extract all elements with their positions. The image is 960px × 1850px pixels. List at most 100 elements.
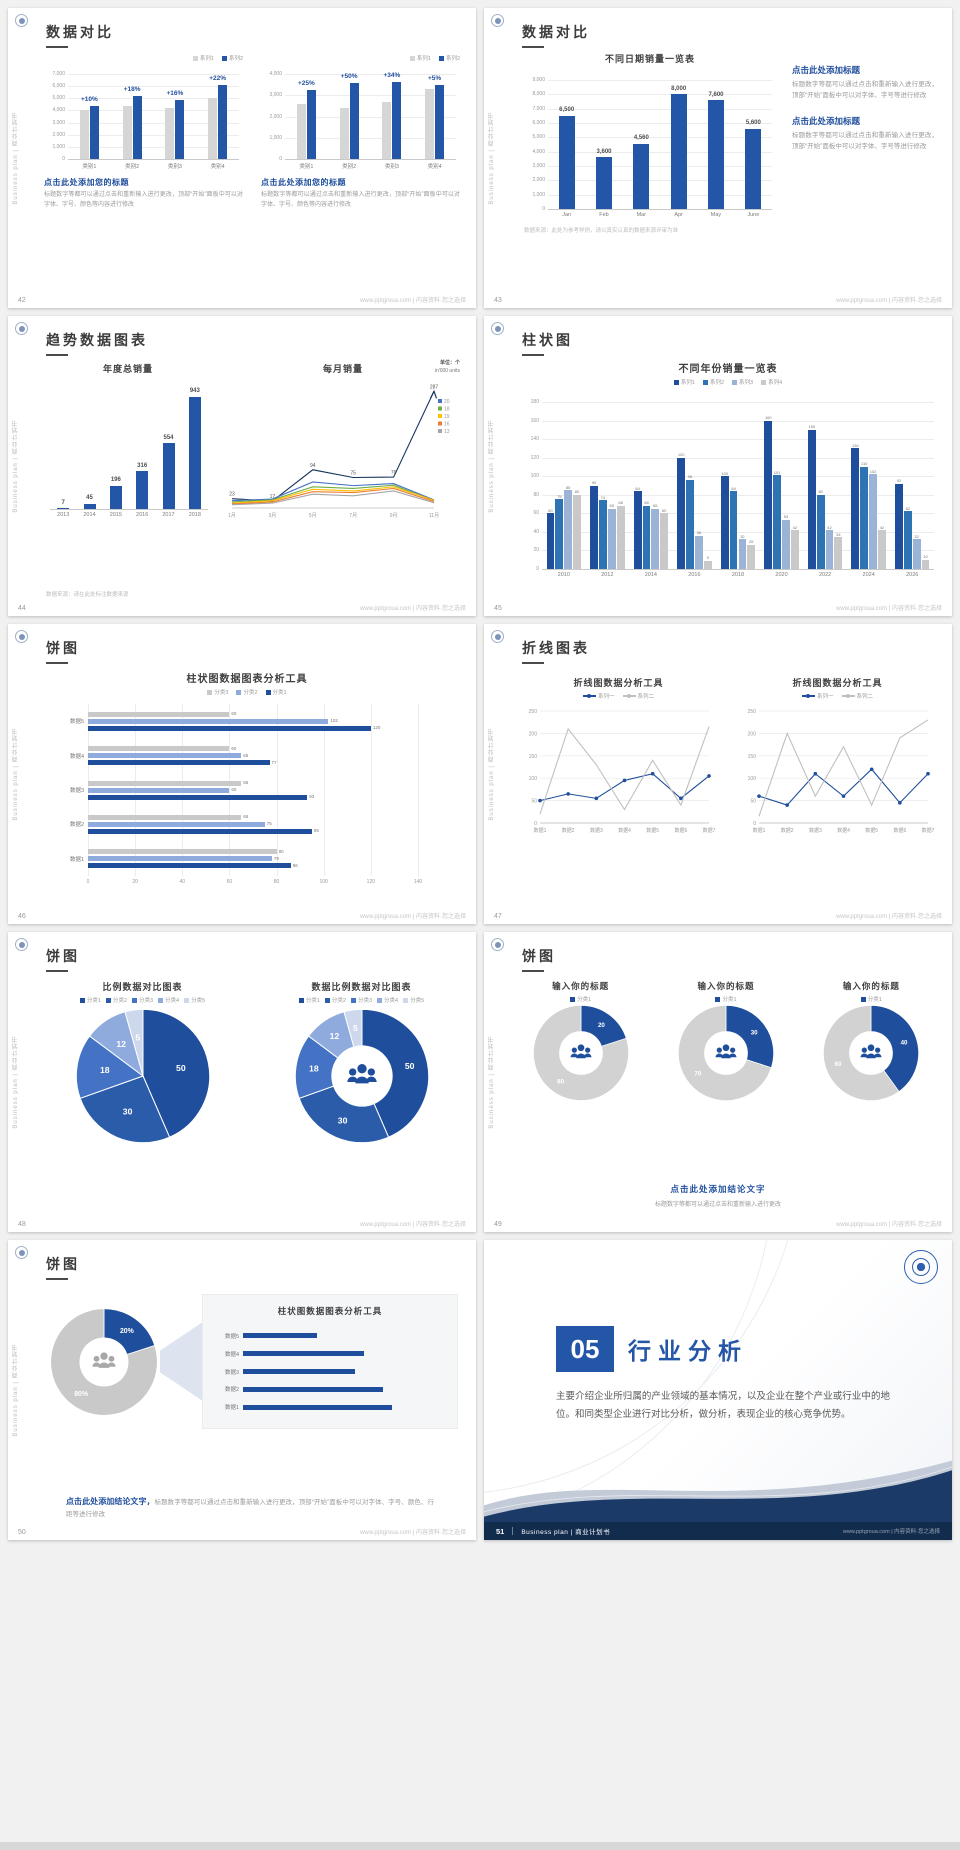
slide-51[interactable]: 05 行业分析 主要介绍企业所归属的产业领域的基本情况，以及企业在整个产业或行业… [484,1240,952,1540]
svg-text:18: 18 [309,1064,319,1074]
grouped-bar-chart: 4,000 3,000 2,000 1,000 0 +25% 类别1 +50% 类别2 +34% 类… [261,62,460,170]
company-logo-icon [491,322,504,335]
donut-chart-panel: 数据比例数据对比图表 分类1 分类2 分类3 分类4 分类5 50 30 18 12 5 [263,980,460,1146]
vertical-banner-text: Business plan | 商业计划书 [489,1035,495,1129]
footer-site-text: www.pptgroua.com | 内容资料·您之选择 [842,1529,940,1535]
chart-legend: 分类1 分类2 分类3 分类4 分类5 [263,996,460,1004]
slide-title: 饼图 [46,638,80,664]
chart-title: 每月销量 [322,364,363,374]
chart-legend: 系列1 系列2 [261,54,460,62]
slide-49[interactable]: Business plan | 商业计划书 饼图 输入你的标题 分类1 20 80… [484,932,952,1232]
page-number: 46 [18,913,26,920]
svg-text:40: 40 [901,1039,908,1046]
svg-text:18: 18 [99,1065,109,1075]
text-block: 点击此处添加标题 标题数字等都可以通过点击和重新输入进行更改，顶部“开始”面板中… [792,64,938,101]
svg-text:20: 20 [444,399,450,405]
page-number: 49 [494,1221,502,1228]
svg-text:数据6: 数据6 [893,827,906,834]
svg-text:30: 30 [122,1106,132,1116]
bar-chart: 7 2013 45 2014 196 2015 316 2016 554 2017 943 2018 [44,378,212,520]
svg-text:数据5: 数据5 [646,827,659,834]
vertical-banner-text: Business plan | 商业计划书 [489,111,495,205]
svg-text:75: 75 [350,471,356,477]
footer-site-text: www.pptgroua.com | 内容资料·您之选择 [360,606,466,612]
section-title: 行业分析 [628,1338,748,1364]
svg-text:19: 19 [444,414,450,420]
chart-title: 折线图数据分析工具 [573,678,664,688]
donut-chart: 30 70 [657,1003,794,1103]
slide-43[interactable]: Business plan | 商业计划书 数据对比 不同日期销量一览表 9,0… [484,8,952,308]
next-row-slide-edge [0,1842,960,1850]
chart-title: 不同日期销量一览表 [604,54,695,64]
conclusion-heading: 点击此处添加结论文字， [66,1497,155,1507]
svg-text:23: 23 [229,492,235,498]
panel-heading: 点击此处添加您的标题 [44,178,129,187]
company-logo-icon [491,938,504,951]
svg-text:250: 250 [748,709,757,715]
svg-text:11月: 11月 [429,513,439,519]
company-logo-icon [15,1246,28,1259]
footer-brand-text: Business plan | 商业计划书 [521,1529,611,1536]
block-heading: 点击此处添加标题 [792,116,861,127]
svg-text:20%: 20% [120,1327,134,1334]
chart-title: 输入你的标题 [552,981,610,991]
conclusion-block: 点击此处添加结论文字 标题数字等都可以通过点击和重新输入进行更改 [484,1183,952,1208]
slide-footer-bar: 51 Business plan | 商业计划书 www.pptgroua.co… [484,1522,952,1540]
horizontal-bar-chart: 数据5 数据4 数据3 数据2 数据1 [217,1323,443,1418]
vertical-banner-text: Business plan | 商业计划书 [489,727,495,821]
slide-title: 饼图 [522,946,556,972]
svg-text:150: 150 [748,754,757,760]
slide-50[interactable]: Business plan | 商业计划书 饼图 20% 80% 柱状图数据图表分… [8,1240,476,1540]
svg-text:数据7: 数据7 [922,827,935,834]
svg-text:50: 50 [750,799,756,805]
vertical-banner-text: Business plan | 商业计划书 [13,1343,19,1437]
footer-site-text: www.pptgroua.com | 内容资料·您之选择 [360,914,466,920]
chart-legend: 系列1 系列2 系列3 系列4 [518,378,938,386]
donut-chart: 20 80 [512,1003,649,1103]
panel-title: 柱状图数据图表分析工具 [277,1306,383,1316]
bar-list-panel: 柱状图数据图表分析工具 数据5 数据4 数据3 数据2 数据1 [202,1294,458,1429]
slide-45[interactable]: Business plan | 商业计划书 柱状图 不同年份销量一览表 系列1 系… [484,316,952,616]
svg-text:数据4: 数据4 [837,827,850,834]
svg-text:76: 76 [391,470,397,476]
vertical-banner-text: Business plan | 商业计划书 [13,419,19,513]
svg-text:0: 0 [753,821,756,827]
vertical-banner-text: Business plan | 商业计划书 [13,727,19,821]
vertical-banner-text: Business plan | 商业计划书 [13,111,19,205]
chart-title: 输入你的标题 [697,981,755,991]
svg-text:数据6: 数据6 [674,827,687,834]
line-chart: 1月 3月 5月 7月 9月 11月 23 17 94 75 76 287 20 18 19 16 13 [224,378,462,520]
slide-title: 饼图 [46,946,80,972]
slide-48[interactable]: Business plan | 商业计划书 饼图 比例数据对比图表 分类1 分类2… [8,932,476,1232]
chart-title: 折线图数据分析工具 [792,678,883,688]
chart-title: 数据比例数据对比图表 [311,982,412,992]
data-source-note: 数据来源：请在此处标注数据来源 [46,592,129,598]
page-number: 43 [494,297,502,304]
slide-46[interactable]: Business plan | 商业计划书 饼图 柱状图数据图表分析工具 分类3… [8,624,476,924]
svg-text:13: 13 [444,429,450,435]
comparison-panel: 系列1 系列2 4,000 3,000 2,000 1,000 0 +25% 类别1 +50% 类… [261,54,460,210]
page-number: 42 [18,297,26,304]
line-chart-panel: 折线图数据分析工具 系列一 系列二 250 200 150 100 50 0 数据1 数据2 数据… [520,676,717,835]
text-block: 点击此处添加标题 标题数字等都可以通过点击和重新输入进行更改，顶部“开始”面板中… [792,115,938,152]
slide-47[interactable]: Business plan | 商业计划书 折线图表 折线图数据分析工具 系列一… [484,624,952,924]
line-chart: 250 200 150 100 50 0 数据1 数据2 数据3 数据4 数据5 数据6 数据7 [739,703,936,835]
conclusion-body: 标题数字等都可以通过点击和重新输入进行更改，顶部“开始”面板中可以对字体、字号、… [66,1499,434,1518]
svg-text:12: 12 [329,1031,339,1041]
svg-text:100: 100 [748,776,757,782]
svg-text:数据1: 数据1 [753,827,766,834]
company-logo-icon [15,322,28,335]
chart-legend: 系列一 系列二 [739,692,936,700]
page-number: 51 [496,1526,505,1536]
slide-title: 折线图表 [522,638,590,664]
slide-44[interactable]: Business plan | 商业计划书 趋势数据图表 年度总销量 7 2013… [8,316,476,616]
svg-text:200: 200 [748,731,757,737]
slide-42[interactable]: Business plan | 商业计划书 数据对比 系列1 系列2 7,000 6… [8,8,476,308]
chart-legend: 分类1 [803,995,940,1003]
chart-title: 输入你的标题 [842,981,900,991]
svg-text:数据2: 数据2 [781,827,794,834]
conclusion-block: 点击此处添加结论文字，标题数字等都可以通过点击和重新输入进行更改，顶部“开始”面… [66,1495,434,1520]
block-body: 标题数字等都可以通过点击和重新输入进行更改，顶部“开始”面板中可以对字体、字号等… [792,132,938,151]
donut-panel: 输入你的标题 分类1 40 60 [803,980,940,1103]
svg-text:17: 17 [270,494,276,500]
